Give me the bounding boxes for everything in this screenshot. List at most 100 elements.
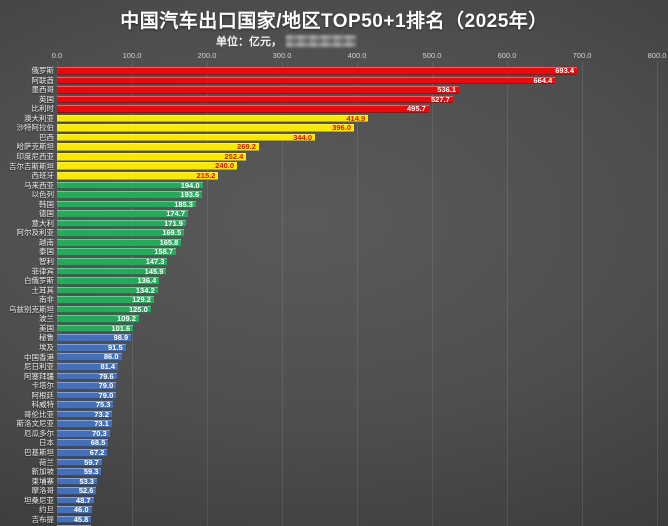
bar: 98.9 [57,333,132,343]
bar: 536.1 [57,85,460,95]
country-label: 埃及 [39,342,54,352]
country-label: 沙特阿拉伯 [16,123,55,133]
country-label: 美国 [39,323,54,333]
x-tick-label: 700.0 [572,51,592,60]
bar: 145.9 [57,266,167,276]
x-tick-label: 200.0 [197,51,217,60]
value-label: 79.6 [99,371,114,381]
bar: 129.2 [57,296,154,304]
bar: 165.8 [57,237,182,247]
gridline [282,62,283,526]
value-label: 165.8 [159,237,179,247]
country-label: 斯洛文尼亚 [16,419,55,429]
country-label: 智利 [39,257,54,266]
unit-label: 单位：亿元， [216,36,282,48]
country-label: 秘鲁 [39,333,54,343]
bar: 664.4 [57,76,556,85]
country-label: 阿尔及利亚 [16,228,55,238]
value-label: 136.4 [137,276,157,286]
value-label: 536.1 [437,85,457,95]
x-axis: 0.0 100.0 200.0 300.0 400.0 500.0 600.0 700.0 80… [0,51,668,61]
x-tick-label: 500.0 [422,51,442,60]
bar: 45.8 [57,515,92,524]
bar: 134.2 [57,286,158,295]
value-label: 86.0 [103,352,119,362]
country-label: 墨西哥 [31,85,55,95]
bar: 194.0 [57,180,203,190]
country-label: 比利时 [31,104,55,114]
bar: 73.2 [57,409,112,419]
bar: 158.7 [57,247,177,257]
bar: 169.5 [57,228,185,238]
country-label: 越南 [39,237,54,247]
bar: 171.9 [57,219,186,228]
value-label: 101.6 [111,323,131,333]
gridline [432,62,433,526]
country-label: 柬埔寨 [31,476,55,486]
bar: 495.7 [57,105,429,113]
bar: 59.3 [57,467,102,477]
value-label: 109.2 [117,314,136,324]
bar: 59.7 [57,458,102,467]
bar: 136.4 [57,276,160,286]
bar: 101.6 [57,323,134,333]
value-label: 158.7 [154,247,174,257]
bar: 215.2 [57,172,219,180]
value-label: 81.4 [100,362,116,371]
bar: 414.9 [57,114,369,123]
value-label: 70.3 [92,428,107,438]
value-label: 240.0 [215,161,234,171]
country-label: 吉布提 [31,514,55,524]
gridline [207,62,208,526]
bar: 147.3 [57,256,168,266]
country-label: 白俄罗斯 [24,276,54,286]
value-label: 194.0 [180,180,200,190]
value-label: 145.9 [144,266,164,276]
country-label: 阿塞拜疆 [24,371,54,381]
bar: 67.2 [57,447,108,457]
bar: 86.0 [57,352,122,362]
value-label: 73.2 [94,409,109,419]
value-label: 344.0 [293,132,312,142]
country-label: 中国香港 [24,352,54,362]
value-label: 73.1 [94,419,109,429]
bar: 193.6 [57,191,203,199]
x-tick-label: 300.0 [272,51,292,60]
value-label: 252.4 [224,151,244,161]
x-tick-label: 400.0 [347,51,367,60]
x-tick-label: 100.0 [122,51,142,60]
x-tick-label: 0.0 [51,51,63,60]
country-label: 科威特 [31,400,55,410]
country-label: 印度尼西亚 [16,151,55,161]
country-label: 意大利 [31,218,55,228]
redacted-watermark [286,35,356,47]
value-label: 169.5 [162,228,182,238]
country-label: 以色列 [31,190,55,200]
country-label: 俄罗斯 [31,66,55,75]
bar: 269.2 [57,142,259,152]
bar: 79.0 [57,382,117,390]
value-label: 68.5 [90,438,106,448]
chart-title: 中国汽车出口国家/地区TOP50+1排名（2025年） [120,11,548,32]
gridline [507,62,508,526]
value-label: 79.0 [98,390,114,400]
bar: 79.0 [57,390,117,400]
value-label: 52.6 [78,486,94,496]
value-label: 693.4 [555,65,575,75]
value-label: 185.3 [174,199,193,209]
value-label: 396.0 [332,123,351,133]
value-label: 147.3 [145,256,165,266]
value-label: 98.9 [113,333,129,343]
value-label: 67.2 [89,447,105,457]
value-label: 59.3 [83,467,99,477]
country-label: 尼日利亚 [24,362,54,372]
chart-subtitle: 单位：亿元， [216,34,356,48]
value-label: 495.7 [406,104,426,114]
bar: 75.3 [57,401,114,409]
country-label: 乌兹别克斯坦 [9,304,54,314]
bar: 185.3 [57,199,196,209]
country-label: 卡塔尔 [31,381,55,391]
country-label: 土耳其 [31,285,55,295]
value-label: 269.2 [237,142,256,152]
